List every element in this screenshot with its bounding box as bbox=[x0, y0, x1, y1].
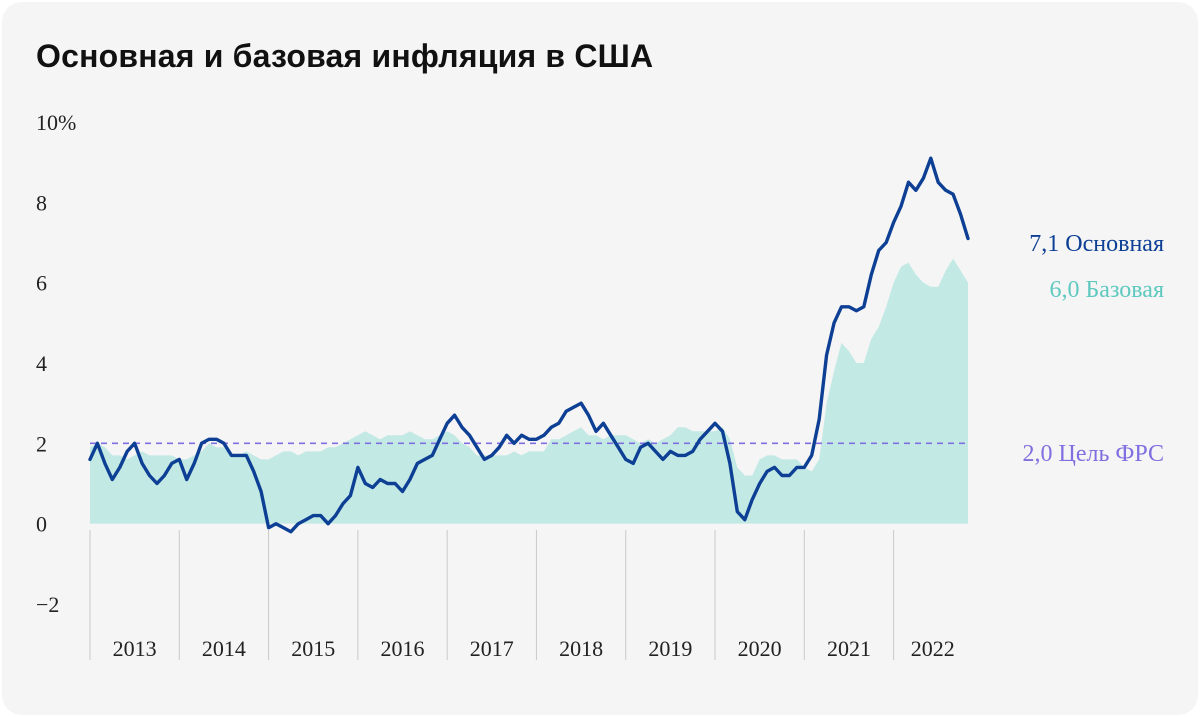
y-tick-label: 8 bbox=[36, 190, 47, 215]
x-tick-label: 2018 bbox=[559, 636, 603, 661]
x-tick-label: 2013 bbox=[113, 636, 157, 661]
x-tick-label: 2014 bbox=[202, 636, 246, 661]
core-series-name: Базовая bbox=[1086, 277, 1164, 303]
core-inflation-area bbox=[90, 258, 968, 524]
headline-inflation-line bbox=[88, 156, 970, 534]
chart-title: Основная и базовая инфляция в США bbox=[36, 38, 654, 74]
y-tick-label: 2 bbox=[36, 431, 47, 456]
target-series-name: Цель ФРС bbox=[1058, 441, 1164, 467]
x-tick-label: 2019 bbox=[648, 636, 692, 661]
y-tick-label: 6 bbox=[36, 271, 47, 296]
x-tick-label: 2020 bbox=[738, 636, 782, 661]
headline-end-value: 7,1 bbox=[1029, 231, 1065, 257]
x-tick-label: 2016 bbox=[381, 636, 425, 661]
core-end-value: 6,0 bbox=[1050, 277, 1086, 303]
headline-end-label: 7,1 Основная bbox=[1029, 231, 1164, 257]
y-tick-label: 10% bbox=[36, 110, 76, 135]
y-tick-label: −2 bbox=[36, 592, 59, 617]
grid-layer bbox=[89, 530, 895, 660]
y-tick-label: 4 bbox=[36, 351, 47, 376]
core-end-label: 6,0 Базовая bbox=[1050, 277, 1164, 303]
y-tick-label: 0 bbox=[36, 512, 47, 537]
label-layer: 10% 8 6 4 2 0 −2 2013 2014 2015 2016 2017 2018 2019 20… bbox=[36, 110, 1164, 661]
x-tick-label: 2021 bbox=[827, 636, 871, 661]
line-layer bbox=[88, 156, 970, 534]
x-tick-label: 2017 bbox=[470, 636, 514, 661]
target-end-value: 2,0 bbox=[1022, 441, 1058, 467]
area-layer bbox=[90, 258, 968, 524]
x-tick-label: 2015 bbox=[291, 636, 335, 661]
x-tick-label: 2022 bbox=[911, 636, 955, 661]
target-end-label: 2,0 Цель ФРС bbox=[1022, 441, 1164, 467]
headline-series-name: Основная bbox=[1065, 231, 1164, 257]
